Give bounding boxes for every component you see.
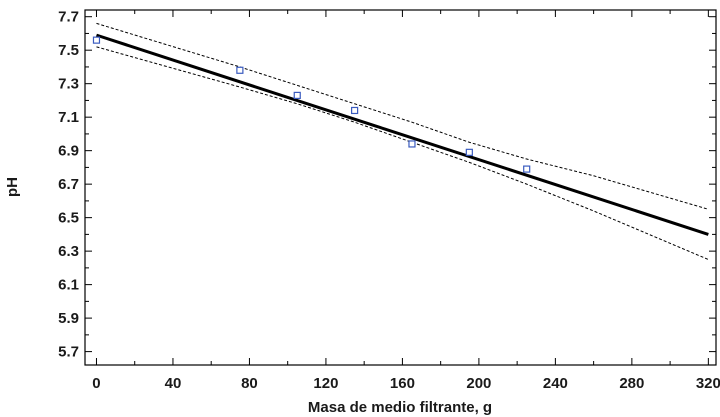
y-tick-label: 5.9 (58, 310, 79, 327)
regression-line-group (96, 33, 709, 236)
confidence-bands (96, 22, 709, 260)
x-tick-label: 120 (313, 375, 338, 392)
data-point (293, 91, 301, 100)
y-tick-label: 7.3 (58, 76, 79, 93)
x-tick-label: 200 (466, 375, 491, 392)
y-tick-label: 6.1 (58, 277, 79, 294)
x-tick-label: 160 (390, 375, 415, 392)
data-point (92, 36, 101, 44)
y-tick-label: 5.7 (58, 344, 79, 361)
data-point (465, 148, 473, 156)
y-tick-label: 6.9 (58, 143, 79, 160)
y-axis: 5.7 5.9 6.1 6.3 6.5 6.7 6.9 7.1 7.3 7.5 7.7 (58, 9, 716, 361)
y-tick-label: 6.5 (58, 210, 79, 227)
lower-confidence-band (96, 46, 709, 260)
data-point (408, 140, 416, 148)
x-tick-label: 240 (543, 375, 568, 392)
y-tick-label: 7.7 (58, 9, 79, 26)
data-point (236, 66, 244, 74)
x-tick-label: 0 (92, 375, 100, 392)
x-tick-label: 40 (165, 375, 182, 392)
y-tick-label: 7.1 (58, 109, 79, 126)
data-points (92, 36, 531, 173)
x-tick-label: 80 (241, 375, 258, 392)
plot-border (84, 9, 717, 366)
plot-frame (84, 9, 717, 366)
y-axis-title: pH (4, 177, 21, 197)
x-tick-label: 280 (619, 375, 644, 392)
regression-line (96, 33, 709, 236)
x-tick-label: 320 (696, 375, 720, 392)
data-point (523, 165, 531, 173)
y-tick-label: 6.7 (58, 176, 79, 193)
upper-confidence-band (96, 22, 709, 210)
data-point (351, 106, 359, 115)
y-tick-label: 7.5 (58, 42, 79, 59)
y-tick-label: 6.3 (58, 243, 79, 260)
x-axis-title: Masa de medio filtrante, g (308, 399, 492, 416)
x-axis: 0 40 80 120 160 200 240 280 320 (92, 10, 720, 392)
